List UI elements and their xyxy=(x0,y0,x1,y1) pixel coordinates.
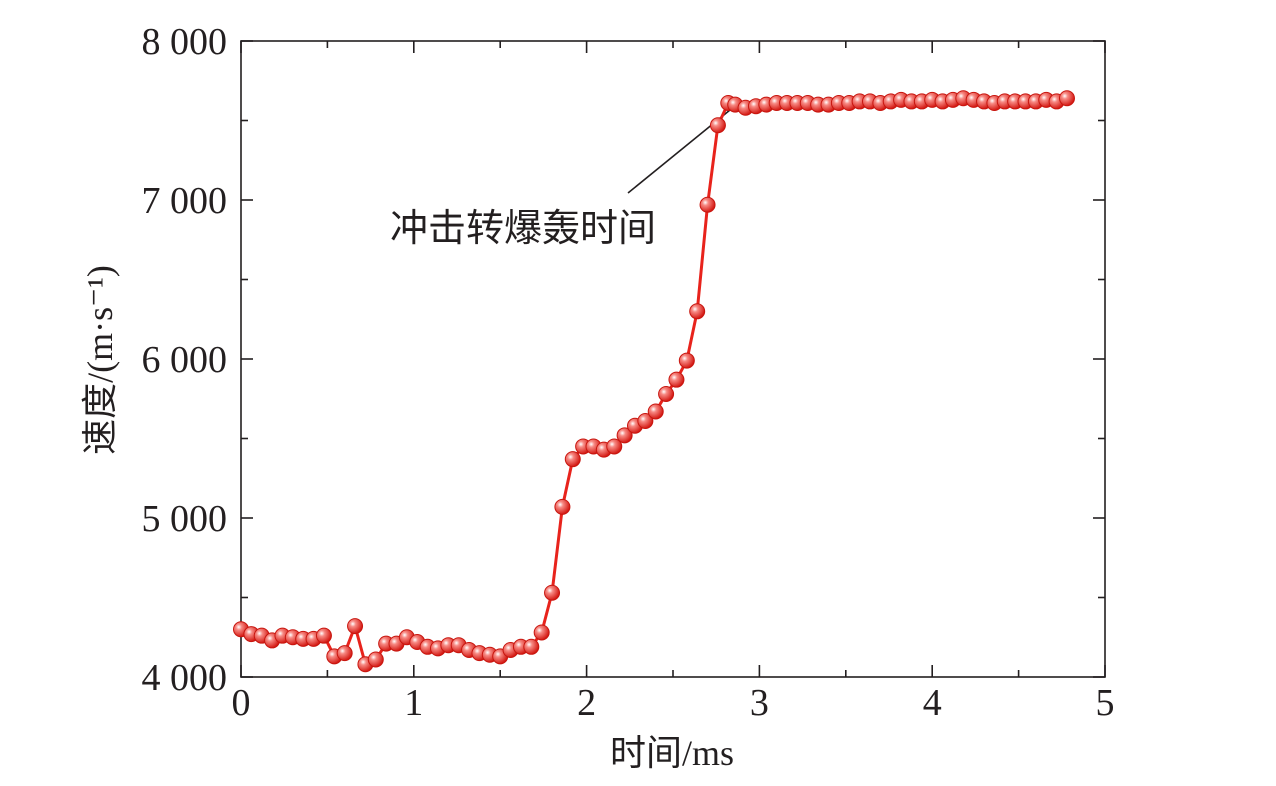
x-tick-labels: 0 1 2 3 4 5 xyxy=(232,682,1115,724)
data-point xyxy=(658,385,675,402)
data-point xyxy=(637,413,654,430)
x-tick-label: 4 xyxy=(923,682,942,724)
data-point xyxy=(616,427,633,444)
x-tick-label: 3 xyxy=(750,682,769,724)
x-tick-label: 5 xyxy=(1096,682,1115,724)
data-point xyxy=(1058,90,1075,107)
series-line xyxy=(240,96,1068,666)
data-point xyxy=(315,627,332,644)
data-point xyxy=(523,638,540,655)
y-tick-labels: 4 000 5 000 6 000 7 000 8 000 xyxy=(142,21,228,699)
data-point xyxy=(564,451,581,468)
y-tick-label: 6 000 xyxy=(142,339,228,381)
data-point xyxy=(544,584,561,601)
x-tick-label: 0 xyxy=(232,682,251,724)
y-axis-title: 速度/(m·s⁻¹) xyxy=(80,265,120,455)
x-tick-label: 2 xyxy=(577,682,596,724)
x-tick-label: 1 xyxy=(404,682,423,724)
y-tick-label: 8 000 xyxy=(142,21,228,63)
plot-frame xyxy=(240,40,1106,678)
axis-ticks xyxy=(240,40,1106,678)
y-tick-label: 5 000 xyxy=(142,498,228,540)
data-point xyxy=(647,403,664,420)
data-point xyxy=(689,303,706,320)
data-point xyxy=(367,651,384,668)
x-axis-title: 时间/ms xyxy=(610,733,734,773)
series-layer xyxy=(233,90,1075,673)
data-point xyxy=(533,624,550,641)
y-tick-label: 4 000 xyxy=(142,657,228,699)
y-tick-label: 7 000 xyxy=(142,180,228,222)
data-point xyxy=(678,352,695,369)
data-point xyxy=(699,196,716,213)
data-point xyxy=(554,498,571,515)
data-point xyxy=(709,117,726,134)
data-point xyxy=(347,618,364,635)
data-point xyxy=(336,645,353,662)
annotation-label: 冲击转爆轰时间 xyxy=(390,208,656,250)
data-point xyxy=(668,371,685,388)
data-point xyxy=(606,438,623,455)
